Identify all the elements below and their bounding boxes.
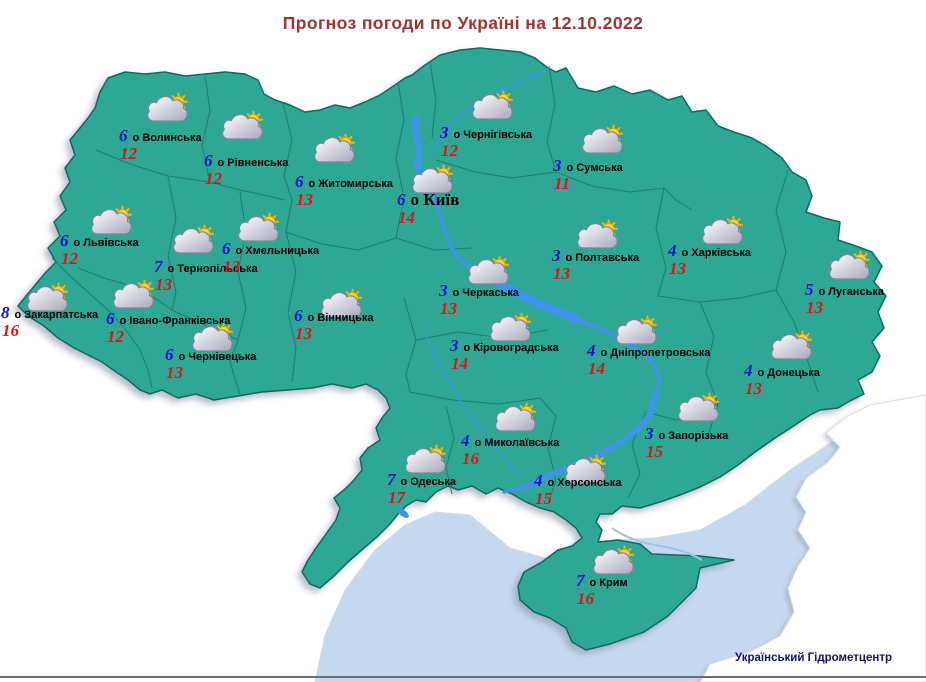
temp-max: 13 [669,259,686,278]
temp-max: 16 [2,321,19,340]
neighbour-land-east [699,394,926,682]
temp-min: 6 [60,231,69,250]
page-title: Прогноз погоди по Україні на 12.10.2022 [282,13,644,33]
region-label: о Чернівецька [178,351,257,363]
temp-max: 11 [554,174,571,193]
temp-min: 6 [295,172,304,191]
cloud-sun-icon [221,110,264,140]
temp-max: 12 [205,169,222,188]
cloud-sun-icon [313,133,356,163]
region-label: о Донецька [757,367,820,379]
temp-min: 6 [106,309,115,328]
ukraine-landmass [17,47,887,651]
temp-max: 13 [745,379,762,398]
temp-min: 6 [204,151,213,170]
cloud-sun-icon [471,90,514,120]
temp-min: 4 [534,471,543,490]
temp-min: 4 [587,341,596,360]
bottom-rule [0,676,926,678]
region-label: о Житомирська [308,178,393,190]
region-label: о Кіровоградська [463,342,559,354]
temp-min: 6 [222,239,231,258]
temp-max: 17 [388,488,405,507]
region-label: о Сумська [566,162,623,174]
temp-min: 4 [461,431,470,450]
temp-min: 6 [165,345,174,364]
region-label: о Крим [589,577,628,589]
cloud-sun-icon [172,224,215,254]
region-label: о Дніпропетровська [600,347,711,359]
region-label: о Луганська [818,286,884,298]
temp-max: 13 [295,324,312,343]
temp-max: 12 [61,249,78,268]
temp-min: 6 [119,126,128,145]
temp-max: 12 [441,141,458,160]
region-label: о Хмельницька [235,245,320,257]
region-label: о Запорізька [658,430,729,442]
region-label: о Одеська [400,476,457,488]
temp-min: 3 [450,336,459,355]
temp-max: 14 [398,208,415,227]
cloud-sun-icon [677,392,720,422]
temp-max: 15 [535,489,552,508]
temp-min: 3 [552,246,561,265]
temp-max: 13 [296,190,313,209]
region-label: о Харківська [681,247,752,259]
temp-min: 7 [387,470,396,489]
temp-max: 12 [107,327,124,346]
temp-min: 6 [294,306,303,325]
region-label: о Рівненська [217,157,289,169]
temp-min: 5 [805,280,814,299]
dniester-liman [397,508,409,518]
region-label: о Тернопільська [167,263,258,275]
region-label: о Київ [410,190,460,209]
temp-min: 4 [744,361,753,380]
temp-min: 7 [154,257,163,276]
temp-max: 12 [120,144,137,163]
temp-min: 6 [397,190,406,209]
temp-max: 13 [440,299,457,318]
temp-min: 3 [440,123,449,142]
temp-max: 14 [451,354,468,373]
temp-max: 16 [577,589,594,608]
cloud-sun-icon [112,279,155,309]
region-label: о Чернігівська [453,129,533,141]
temp-max: 13 [166,363,183,382]
temp-min: 3 [553,156,562,175]
attribution: Український Гідрометцентр [735,652,892,664]
temp-max: 14 [588,359,605,378]
cloud-sun-icon [770,330,813,360]
region-label: о Полтавська [565,252,640,264]
temp-max: 13 [155,275,172,294]
cloud-sun-icon [494,402,537,432]
region-label: о Волинська [132,132,202,144]
region-label: о Миколаївська [474,437,560,449]
region-label: о Львівська [73,237,139,249]
temp-max: 13 [806,298,823,317]
temp-max: 16 [462,449,479,468]
temp-min: 3 [645,424,654,443]
temp-max: 13 [223,257,240,276]
region-label: о Херсонська [547,477,622,489]
cloud-sun-icon [828,250,871,280]
temp-max: 13 [553,264,570,283]
cloud-sun-icon [146,92,189,122]
temp-max: 15 [646,442,663,461]
cloud-sun-icon [581,124,624,154]
region-label: о Черкаська [452,287,519,299]
temp-min: 8 [1,303,10,322]
region-label: о Вінницька [307,312,374,324]
syvash-lagoon [611,527,703,561]
region-label: о Закарпатська [14,309,99,321]
temp-min: 4 [668,241,677,260]
temp-min: 7 [576,571,585,590]
temp-min: 3 [439,281,448,300]
region-label: о Івано-Франківська [119,315,231,327]
